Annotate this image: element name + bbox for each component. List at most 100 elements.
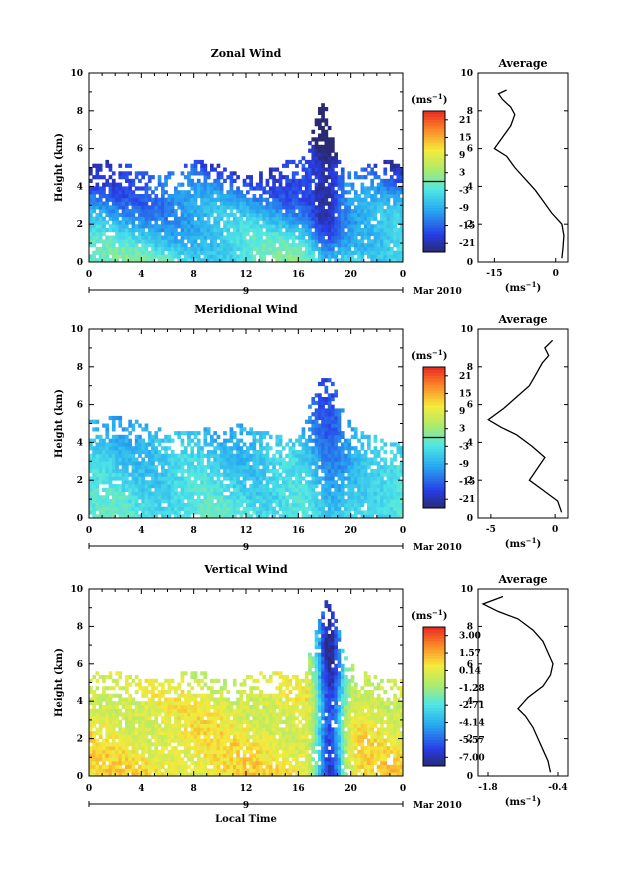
heatmap-cell bbox=[118, 438, 123, 443]
heatmap-cell bbox=[373, 190, 378, 195]
heatmap-cell bbox=[373, 506, 378, 511]
heatmap-cell bbox=[295, 258, 299, 263]
heatmap-cell bbox=[105, 764, 110, 769]
heatmap-cell bbox=[252, 205, 257, 210]
heatmap-cell bbox=[324, 502, 329, 508]
heatmap-cell bbox=[161, 457, 165, 462]
heatmap-cell bbox=[331, 461, 335, 466]
heatmap-cell bbox=[115, 476, 119, 481]
heatmap-cell bbox=[321, 103, 325, 108]
heatmap-cell bbox=[125, 427, 129, 432]
heatmap-cell bbox=[213, 431, 217, 436]
heatmap-cell bbox=[170, 461, 175, 466]
heatmap-cell bbox=[318, 178, 322, 183]
heatmap-cell bbox=[206, 495, 211, 500]
heatmap-cell bbox=[183, 453, 188, 458]
heatmap-cell bbox=[275, 190, 280, 195]
heatmap-cell bbox=[157, 764, 162, 769]
heatmap-cell bbox=[229, 465, 234, 470]
heatmap-cell bbox=[239, 220, 244, 225]
heatmap-cell bbox=[167, 250, 172, 255]
heatmap-cell bbox=[331, 484, 335, 489]
heatmap-cell bbox=[353, 243, 358, 248]
heatmap-cell bbox=[216, 465, 221, 470]
heatmap-cell bbox=[285, 220, 289, 225]
heatmap-cell bbox=[190, 491, 195, 496]
heatmap-cell bbox=[167, 742, 172, 747]
heatmap-cell bbox=[89, 719, 93, 724]
heatmap-cell bbox=[115, 749, 119, 754]
heatmap-cell bbox=[370, 450, 374, 455]
heatmap-cell bbox=[213, 446, 217, 451]
heatmap-cell bbox=[331, 182, 335, 187]
heatmap-cell bbox=[125, 197, 129, 202]
heatmap-cell bbox=[314, 400, 319, 405]
heatmap-cell bbox=[111, 476, 116, 481]
heatmap-cell bbox=[216, 487, 221, 492]
heatmap-cell bbox=[131, 484, 136, 489]
heatmap-cell bbox=[229, 231, 234, 236]
heatmap-cell bbox=[396, 514, 401, 519]
heatmap-cell bbox=[314, 438, 319, 443]
heatmap-cell bbox=[147, 746, 152, 751]
heatmap-cell bbox=[223, 246, 227, 252]
heatmap-cell bbox=[196, 453, 201, 458]
heatmap-cell bbox=[308, 194, 312, 199]
heatmap-cell bbox=[98, 704, 103, 709]
heatmap-cell bbox=[111, 719, 116, 724]
heatmap-cell bbox=[89, 231, 93, 236]
heatmap-cell bbox=[138, 446, 142, 451]
heatmap-cell bbox=[219, 506, 224, 511]
heatmap-cell bbox=[108, 175, 113, 180]
heatmap-cell bbox=[92, 235, 96, 240]
heatmap-cell bbox=[95, 465, 100, 470]
heatmap-cell bbox=[177, 453, 181, 458]
heatmap-cell bbox=[363, 243, 368, 248]
heatmap-cell bbox=[246, 450, 250, 455]
heatmap-cell bbox=[92, 757, 96, 762]
heatmap-cell bbox=[265, 220, 270, 225]
heatmap-cell bbox=[98, 163, 103, 168]
heatmap-cell bbox=[324, 152, 329, 157]
heatmap-cell bbox=[128, 723, 132, 728]
heatmap-cell bbox=[193, 484, 198, 489]
heatmap-cell bbox=[167, 212, 172, 218]
heatmap-cell bbox=[105, 163, 110, 168]
heatmap-cell bbox=[128, 201, 132, 206]
heatmap-cell bbox=[353, 190, 358, 195]
heatmap-cell bbox=[131, 423, 136, 428]
heatmap-cell bbox=[331, 201, 335, 206]
heatmap-cell bbox=[298, 235, 302, 240]
heatmap-cell bbox=[95, 434, 100, 439]
heatmap-cell bbox=[282, 499, 286, 504]
heatmap-cell bbox=[249, 487, 253, 492]
heatmap-cell bbox=[249, 212, 253, 218]
heatmap-cell bbox=[164, 480, 168, 485]
heatmap-cell bbox=[383, 224, 388, 229]
heatmap-cell bbox=[226, 194, 231, 199]
heatmap-cell bbox=[288, 228, 293, 233]
heatmap-cell bbox=[157, 450, 162, 455]
heatmap-cell bbox=[291, 502, 296, 508]
heatmap-cell bbox=[249, 514, 253, 519]
heatmap-cell bbox=[147, 480, 152, 485]
heatmap-cell bbox=[318, 446, 322, 451]
heatmap-cell bbox=[314, 258, 319, 263]
heatmap-cell bbox=[295, 484, 299, 489]
heatmap-cell bbox=[206, 212, 211, 218]
heatmap-cell bbox=[108, 224, 113, 229]
heatmap-cell bbox=[386, 514, 391, 519]
heatmap-cell bbox=[360, 235, 365, 240]
heatmap-cell bbox=[357, 499, 361, 504]
heatmap-cell bbox=[246, 231, 250, 236]
heatmap-cell bbox=[200, 457, 204, 462]
heatmap-cell bbox=[357, 205, 361, 210]
colorbar-segment bbox=[423, 125, 445, 130]
heatmap-cell bbox=[154, 431, 159, 436]
heatmap-cell bbox=[389, 182, 394, 187]
heatmap-cell bbox=[200, 461, 204, 466]
heatmap-cell bbox=[327, 442, 332, 447]
heatmap-cell bbox=[147, 742, 152, 747]
heatmap-cell bbox=[118, 749, 123, 754]
heatmap-cell bbox=[89, 228, 93, 233]
